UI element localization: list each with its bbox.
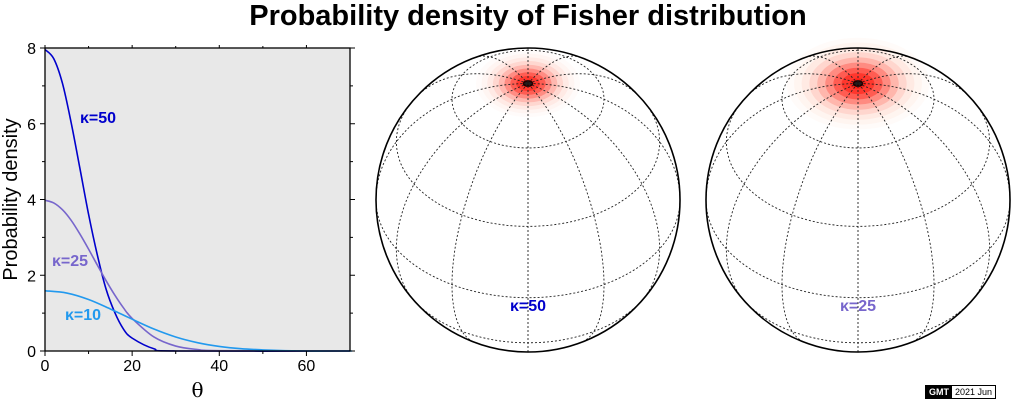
gmt-timestamp: GMT 2021 Jun bbox=[925, 385, 997, 399]
meridian-line bbox=[451, 83, 529, 343]
plot-background bbox=[45, 48, 350, 351]
parallel-line bbox=[451, 49, 605, 149]
meridian-line bbox=[475, 55, 529, 84]
meridian-line bbox=[858, 83, 1011, 201]
density-peak bbox=[852, 80, 864, 87]
density-peak bbox=[522, 80, 534, 87]
meridian-line bbox=[805, 55, 859, 84]
globe-outline bbox=[375, 47, 681, 353]
y-tick-label: 8 bbox=[27, 41, 36, 58]
series-label-kappa-25: κ=25 bbox=[52, 253, 88, 270]
meridian-line bbox=[528, 83, 681, 201]
y-tick-label: 0 bbox=[27, 344, 36, 361]
series-label-kappa-10: κ=10 bbox=[65, 307, 101, 324]
globe-panel-kappa-50: κ=50 bbox=[375, 47, 681, 353]
meridian-line bbox=[416, 73, 529, 98]
meridian-line bbox=[781, 83, 859, 343]
meridian-line bbox=[857, 73, 970, 98]
globe-panel-kappa-25: κ=25 bbox=[705, 37, 1011, 353]
y-tick-label: 2 bbox=[27, 268, 36, 285]
line-plot-panel: κ=50 κ=25 κ=10 0 20 40 60 0 2 4 6 8 θ Probability den… bbox=[0, 41, 355, 401]
meridian-line bbox=[527, 83, 605, 343]
meridian-line bbox=[527, 83, 661, 301]
x-tick-label: 40 bbox=[210, 358, 228, 375]
series-line-kappa-50 bbox=[44, 48, 351, 352]
chart-title: Probability density of Fisher distributi… bbox=[249, 0, 807, 32]
meridian-line bbox=[857, 55, 911, 84]
timestamp-date: 2021 Jun bbox=[952, 386, 996, 398]
meridian-line bbox=[725, 83, 859, 301]
y-axis-label: Probability density bbox=[0, 118, 22, 280]
meridian-line bbox=[395, 83, 529, 301]
meridian-line bbox=[857, 83, 935, 343]
meridian-line bbox=[527, 73, 640, 98]
x-tick-label: 60 bbox=[298, 358, 316, 375]
globe-label: κ=25 bbox=[840, 298, 876, 315]
x-axis-label: θ bbox=[191, 378, 203, 401]
meridian-line bbox=[746, 73, 859, 98]
series-line-kappa-25 bbox=[44, 199, 351, 352]
series-label-kappa-50: κ=50 bbox=[80, 110, 116, 127]
globe-outline bbox=[705, 47, 1011, 353]
meridian-line bbox=[705, 83, 858, 201]
y-tick-label: 6 bbox=[27, 117, 36, 134]
x-tick-label: 0 bbox=[41, 358, 50, 375]
meridian-line bbox=[857, 83, 991, 301]
meridian-line bbox=[527, 55, 581, 84]
x-tick-label: 20 bbox=[123, 358, 141, 375]
parallel-line bbox=[781, 49, 935, 149]
y-tick-label: 4 bbox=[27, 193, 36, 210]
globe-label: κ=50 bbox=[510, 298, 546, 315]
meridian-line bbox=[375, 83, 528, 201]
gmt-logo: GMT bbox=[926, 386, 952, 398]
